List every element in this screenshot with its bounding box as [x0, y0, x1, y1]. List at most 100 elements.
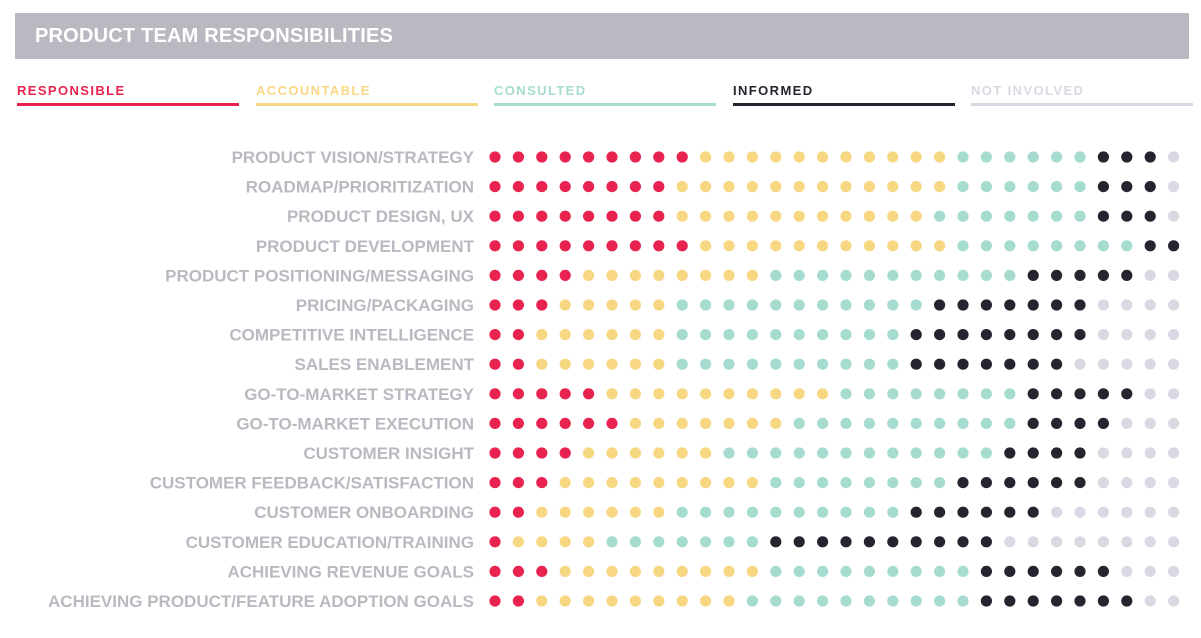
dot-accountable — [559, 358, 571, 370]
row-label: PRODUCT DESIGN, UX — [287, 207, 475, 226]
dot-consulted — [887, 388, 899, 400]
dot-accountable — [653, 388, 665, 400]
dot-consulted — [887, 506, 899, 518]
dot-consulted — [1074, 181, 1086, 193]
dot-consulted — [1027, 181, 1039, 193]
legend-not-involved: NOT INVOLVED — [971, 83, 1193, 106]
dot-informed — [770, 536, 782, 548]
dot-consulted — [793, 447, 805, 459]
dot-responsible — [512, 477, 525, 489]
dot-responsible — [512, 151, 525, 163]
dot-consulted — [980, 210, 993, 222]
dot-accountable — [653, 506, 665, 518]
dot-consulted — [793, 269, 805, 281]
dot-accountable — [700, 477, 712, 489]
dot-consulted — [817, 417, 829, 429]
dot-informed — [1074, 388, 1086, 400]
dot-accountable — [583, 565, 595, 577]
dot-responsible — [629, 151, 642, 163]
dot-consulted — [746, 595, 759, 607]
dot-consulted — [676, 299, 688, 311]
dot-accountable — [559, 329, 571, 341]
dot-accountable — [700, 151, 712, 163]
dot-accountable — [559, 299, 571, 311]
dot-not-involved — [1074, 536, 1086, 548]
dot-accountable — [606, 358, 618, 370]
dot-accountable — [629, 358, 642, 370]
dot-informed — [1027, 358, 1039, 370]
dot-not-involved — [1097, 358, 1109, 370]
dot-consulted — [1074, 210, 1086, 222]
dot-accountable — [887, 151, 899, 163]
dot-accountable — [700, 595, 712, 607]
dot-responsible — [559, 151, 571, 163]
dot-consulted — [770, 565, 782, 577]
dot-informed — [1144, 151, 1156, 163]
dot-consulted — [887, 299, 899, 311]
dot-responsible — [489, 595, 501, 607]
dot-responsible — [489, 329, 501, 341]
dot-consulted — [817, 447, 829, 459]
dot-accountable — [583, 447, 595, 459]
dot-accountable — [817, 210, 829, 222]
dot-consulted — [817, 477, 829, 489]
dot-informed — [980, 358, 993, 370]
dot-not-involved — [1097, 506, 1109, 518]
dot-not-involved — [1121, 536, 1133, 548]
dot-accountable — [723, 151, 735, 163]
dot-consulted — [957, 595, 969, 607]
dot-responsible — [512, 269, 525, 281]
dot-not-involved — [1004, 536, 1016, 548]
dot-responsible — [559, 269, 571, 281]
dot-informed — [1144, 240, 1156, 252]
dot-accountable — [629, 299, 642, 311]
dot-not-involved — [1027, 536, 1039, 548]
dot-not-involved — [1144, 299, 1156, 311]
dot-accountable — [700, 417, 712, 429]
dot-consulted — [817, 565, 829, 577]
dot-responsible — [629, 240, 642, 252]
dot-not-involved — [1144, 477, 1156, 489]
dot-consulted — [910, 388, 922, 400]
legend-responsible: RESPONSIBLE — [17, 83, 239, 106]
dot-informed — [934, 299, 946, 311]
dot-responsible — [536, 181, 548, 193]
row-label: GO-TO-MARKET STRATEGY — [244, 385, 474, 404]
dot-informed — [1004, 329, 1016, 341]
dot-consulted — [863, 595, 876, 607]
dot-informed — [1121, 388, 1133, 400]
dot-consulted — [1051, 210, 1063, 222]
dot-consulted — [723, 447, 735, 459]
dot-not-involved — [1121, 565, 1133, 577]
dot-consulted — [723, 536, 735, 548]
dot-informed — [1097, 210, 1109, 222]
dot-responsible — [559, 240, 571, 252]
dot-accountable — [583, 269, 595, 281]
dot-accountable — [746, 181, 759, 193]
dot-not-involved — [1051, 536, 1063, 548]
dot-accountable — [700, 388, 712, 400]
dot-consulted — [1004, 388, 1016, 400]
dot-consulted — [770, 506, 782, 518]
dot-consulted — [957, 210, 969, 222]
dot-accountable — [653, 417, 665, 429]
row-label: CUSTOMER INSIGHT — [303, 444, 474, 463]
dot-consulted — [887, 565, 899, 577]
dot-consulted — [817, 269, 829, 281]
dot-consulted — [863, 447, 876, 459]
dot-consulted — [1004, 210, 1016, 222]
dot-not-involved — [1144, 358, 1156, 370]
dot-informed — [1097, 181, 1109, 193]
dot-consulted — [910, 269, 922, 281]
dot-informed — [910, 329, 922, 341]
dot-informed — [1097, 565, 1109, 577]
dot-informed — [1027, 329, 1039, 341]
dot-accountable — [629, 269, 642, 281]
dot-responsible — [559, 388, 571, 400]
dot-consulted — [723, 329, 735, 341]
dot-accountable — [676, 595, 688, 607]
dot-consulted — [1004, 240, 1016, 252]
dot-accountable — [700, 181, 712, 193]
dot-informed — [793, 536, 805, 548]
dot-informed — [934, 358, 946, 370]
